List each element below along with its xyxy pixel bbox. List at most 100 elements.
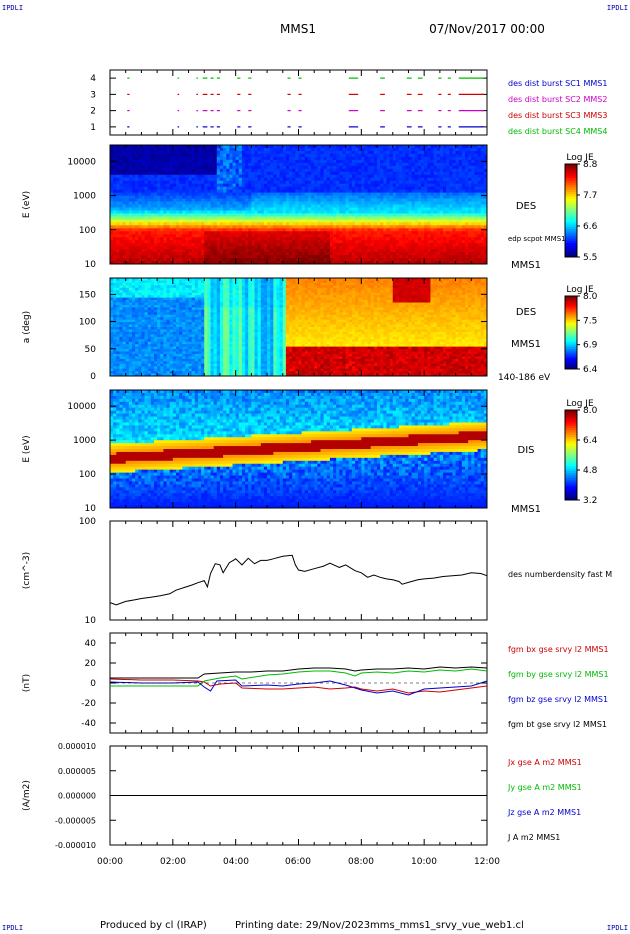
spectrogram-cell: [468, 207, 472, 211]
spectrogram-cell: [399, 234, 403, 238]
spectrogram-cell: [389, 225, 394, 229]
spectrogram-cell: [153, 171, 158, 176]
spectrogram-cell: [417, 231, 422, 235]
spectrogram-cell: [389, 258, 394, 262]
spectrogram-cell: [414, 147, 419, 152]
spectrogram-cell: [304, 168, 309, 173]
spectrogram-cell: [298, 261, 303, 265]
spectrogram-cell: [147, 183, 152, 188]
spectrogram-cell: [273, 156, 277, 161]
spectrogram-cell: [119, 207, 123, 211]
spectrogram-cell: [285, 150, 290, 155]
spectrogram-cell: [342, 252, 347, 256]
spectrogram-cell: [128, 255, 133, 259]
spectrogram-cell: [245, 261, 249, 265]
spectrogram-cell: [279, 177, 284, 182]
spectrogram-cell: [185, 147, 189, 152]
spectrogram-cell: [216, 168, 221, 173]
spectrogram-cell: [392, 153, 397, 158]
spectrogram-cell: [191, 219, 196, 223]
spectrogram-cell: [191, 255, 196, 259]
spectrogram-cell: [169, 213, 174, 217]
spectrogram-cell: [329, 234, 334, 238]
spectrogram-cell: [395, 222, 400, 226]
spectrogram-cell: [477, 189, 482, 193]
spectrogram-cell: [267, 177, 271, 182]
spectrogram-cell: [461, 240, 466, 244]
spectrogram-cell: [424, 246, 428, 250]
spectrogram-cell: [326, 258, 331, 262]
spectrogram-cell: [245, 195, 249, 199]
spectrogram-cell: [204, 168, 208, 173]
spectrogram-cell: [461, 258, 466, 262]
spectrogram-cell: [289, 234, 293, 238]
spectrogram-cell: [317, 156, 321, 161]
spectrogram-cell: [386, 210, 391, 214]
spectrogram-cell: [185, 180, 189, 185]
spectrogram-cell: [185, 150, 189, 155]
spectrogram-cell: [204, 261, 208, 265]
spectrogram-cell: [301, 243, 306, 247]
spectrogram-cell: [298, 225, 303, 229]
spectrogram-cell: [147, 228, 152, 232]
spectrogram-cell: [439, 168, 444, 173]
spectrogram-cell: [399, 204, 403, 208]
spectrogram-cell: [414, 240, 419, 244]
spectrogram-cell: [229, 150, 233, 155]
spectrogram-cell: [320, 183, 325, 188]
spectrogram-cell: [301, 174, 306, 179]
spectrogram-cell: [402, 147, 406, 152]
spectrogram-cell: [411, 222, 416, 226]
spectrogram-cell: [421, 249, 425, 253]
spectrogram-cell: [289, 249, 293, 253]
spectrogram-cell: [380, 210, 384, 214]
spectrogram-cell: [160, 261, 164, 265]
spectrogram-cell: [314, 180, 318, 185]
spectrogram-cell: [339, 174, 343, 179]
spectrogram-cell: [270, 219, 274, 223]
spectrogram-cell: [458, 258, 463, 262]
spectrogram-cell: [128, 145, 133, 149]
spectrogram-cell: [289, 168, 293, 173]
spectrogram-cell: [263, 231, 268, 235]
spectrogram-cell: [153, 240, 158, 244]
spectrogram-cell: [342, 162, 347, 167]
spectrogram-cell: [131, 222, 136, 226]
spectrogram-cell: [138, 231, 142, 235]
spectrogram-cell: [458, 192, 463, 196]
spectrogram-cell: [465, 225, 469, 229]
spectrogram-cell: [361, 255, 365, 259]
spectrogram-cell: [333, 261, 337, 265]
spectrogram-cell: [131, 165, 136, 170]
spectrogram-cell: [248, 255, 252, 259]
spectrogram-cell: [386, 192, 391, 196]
spectrogram-cell: [119, 225, 123, 229]
spectrogram-cell: [150, 201, 155, 205]
spectrogram-cell: [342, 207, 347, 211]
spectrogram-cell: [116, 207, 120, 211]
spectrogram-cell: [138, 198, 142, 202]
spectrogram-cell: [326, 228, 331, 232]
spectrogram-cell: [358, 150, 362, 155]
spectrogram-cell: [471, 189, 475, 193]
spectrogram-cell: [345, 243, 350, 247]
spectrogram-cell: [160, 246, 164, 250]
spectrogram-cell: [436, 213, 441, 217]
spectrogram-cell: [279, 210, 284, 214]
spectrogram-cell: [358, 174, 362, 179]
spectrogram-cell: [207, 189, 211, 193]
spectrogram-cell: [389, 145, 394, 149]
spectrogram-cell: [339, 156, 343, 161]
spectrogram-cell: [188, 195, 193, 199]
spectrogram-cell: [455, 225, 460, 229]
spectrogram-cell: [452, 165, 456, 170]
spectrogram-cell: [333, 162, 337, 167]
spectrogram-cell: [131, 186, 136, 191]
spectrogram-cell: [179, 156, 183, 161]
spectrogram-cell: [399, 150, 403, 155]
spectrogram-cell: [477, 153, 482, 158]
spectrogram-cell: [295, 186, 299, 191]
spectrogram-cell: [439, 213, 444, 217]
spectrogram-cell: [194, 234, 199, 238]
